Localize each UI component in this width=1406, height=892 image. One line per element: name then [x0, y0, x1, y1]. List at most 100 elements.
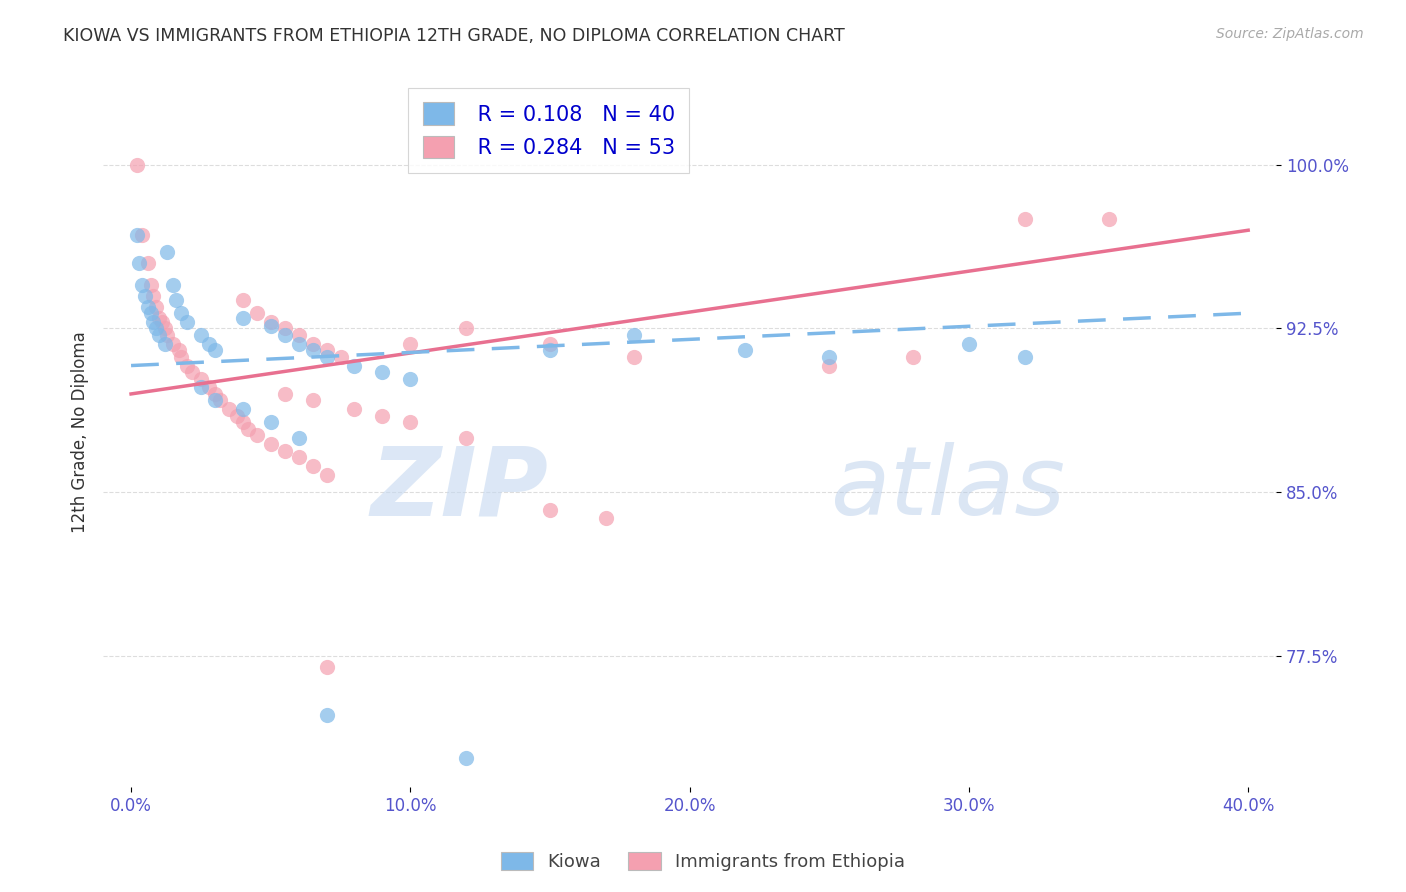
Point	[260, 319, 283, 334]
Point	[128, 256, 150, 270]
Point	[287, 431, 309, 445]
Point	[818, 359, 841, 373]
Point	[136, 256, 159, 270]
Point	[125, 158, 148, 172]
Point	[204, 393, 226, 408]
Point	[371, 365, 394, 379]
Point	[156, 245, 179, 260]
Point	[734, 343, 756, 358]
Text: ZIP: ZIP	[371, 442, 548, 535]
Point	[232, 310, 254, 325]
Point	[260, 315, 283, 329]
Point	[301, 336, 323, 351]
Point	[190, 380, 212, 394]
Point	[198, 336, 221, 351]
Point	[167, 343, 190, 358]
Point	[901, 350, 924, 364]
Point	[273, 328, 295, 343]
Point	[150, 315, 173, 329]
Point	[301, 393, 323, 408]
Text: KIOWA VS IMMIGRANTS FROM ETHIOPIA 12TH GRADE, NO DIPLOMA CORRELATION CHART: KIOWA VS IMMIGRANTS FROM ETHIOPIA 12TH G…	[63, 27, 845, 45]
Point	[125, 227, 148, 242]
Point	[623, 350, 645, 364]
Point	[148, 310, 170, 325]
Point	[456, 751, 478, 765]
Point	[623, 328, 645, 343]
Point	[139, 306, 162, 320]
Point	[198, 380, 221, 394]
Point	[538, 343, 561, 358]
Point	[818, 350, 841, 364]
Point	[145, 300, 167, 314]
Point	[162, 336, 184, 351]
Point	[315, 343, 337, 358]
Text: Source: ZipAtlas.com: Source: ZipAtlas.com	[1216, 27, 1364, 41]
Point	[176, 315, 198, 329]
Point	[156, 328, 179, 343]
Point	[238, 422, 260, 436]
Point	[148, 328, 170, 343]
Point	[136, 300, 159, 314]
Point	[315, 467, 337, 482]
Point	[131, 277, 153, 292]
Point	[218, 402, 240, 417]
Point	[190, 328, 212, 343]
Point	[162, 277, 184, 292]
Point	[273, 387, 295, 401]
Point	[246, 428, 269, 442]
Point	[260, 415, 283, 429]
Point	[301, 458, 323, 473]
Point	[399, 336, 422, 351]
Point	[1014, 350, 1036, 364]
Point	[176, 359, 198, 373]
Point	[170, 306, 193, 320]
Point	[232, 293, 254, 307]
Point	[165, 293, 187, 307]
Point	[232, 415, 254, 429]
Point	[142, 289, 165, 303]
Point	[153, 321, 176, 335]
Point	[204, 343, 226, 358]
Point	[190, 372, 212, 386]
Point	[142, 315, 165, 329]
Point	[315, 707, 337, 722]
Point	[399, 415, 422, 429]
Point	[1097, 212, 1119, 227]
Point	[538, 502, 561, 516]
Point	[315, 350, 337, 364]
Point	[260, 437, 283, 451]
Point	[399, 372, 422, 386]
Text: atlas: atlas	[831, 442, 1066, 535]
Point	[170, 350, 193, 364]
Point	[204, 387, 226, 401]
Point	[209, 393, 232, 408]
Point	[139, 277, 162, 292]
Y-axis label: 12th Grade, No Diploma: 12th Grade, No Diploma	[72, 331, 89, 533]
Point	[371, 409, 394, 423]
Point	[273, 321, 295, 335]
Point	[153, 336, 176, 351]
Point	[343, 402, 366, 417]
Point	[181, 365, 204, 379]
Legend:  R = 0.108   N = 40,  R = 0.284   N = 53: R = 0.108 N = 40, R = 0.284 N = 53	[408, 87, 689, 173]
Point	[456, 431, 478, 445]
Point	[595, 511, 617, 525]
Point	[134, 289, 156, 303]
Point	[538, 336, 561, 351]
Point	[287, 328, 309, 343]
Point	[343, 359, 366, 373]
Point	[315, 660, 337, 674]
Point	[273, 443, 295, 458]
Point	[287, 450, 309, 465]
Point	[957, 336, 980, 351]
Point	[145, 321, 167, 335]
Point	[246, 306, 269, 320]
Point	[131, 227, 153, 242]
Point	[329, 350, 352, 364]
Point	[301, 343, 323, 358]
Point	[226, 409, 249, 423]
Point	[232, 402, 254, 417]
Point	[287, 336, 309, 351]
Legend: Kiowa, Immigrants from Ethiopia: Kiowa, Immigrants from Ethiopia	[494, 845, 912, 879]
Point	[1014, 212, 1036, 227]
